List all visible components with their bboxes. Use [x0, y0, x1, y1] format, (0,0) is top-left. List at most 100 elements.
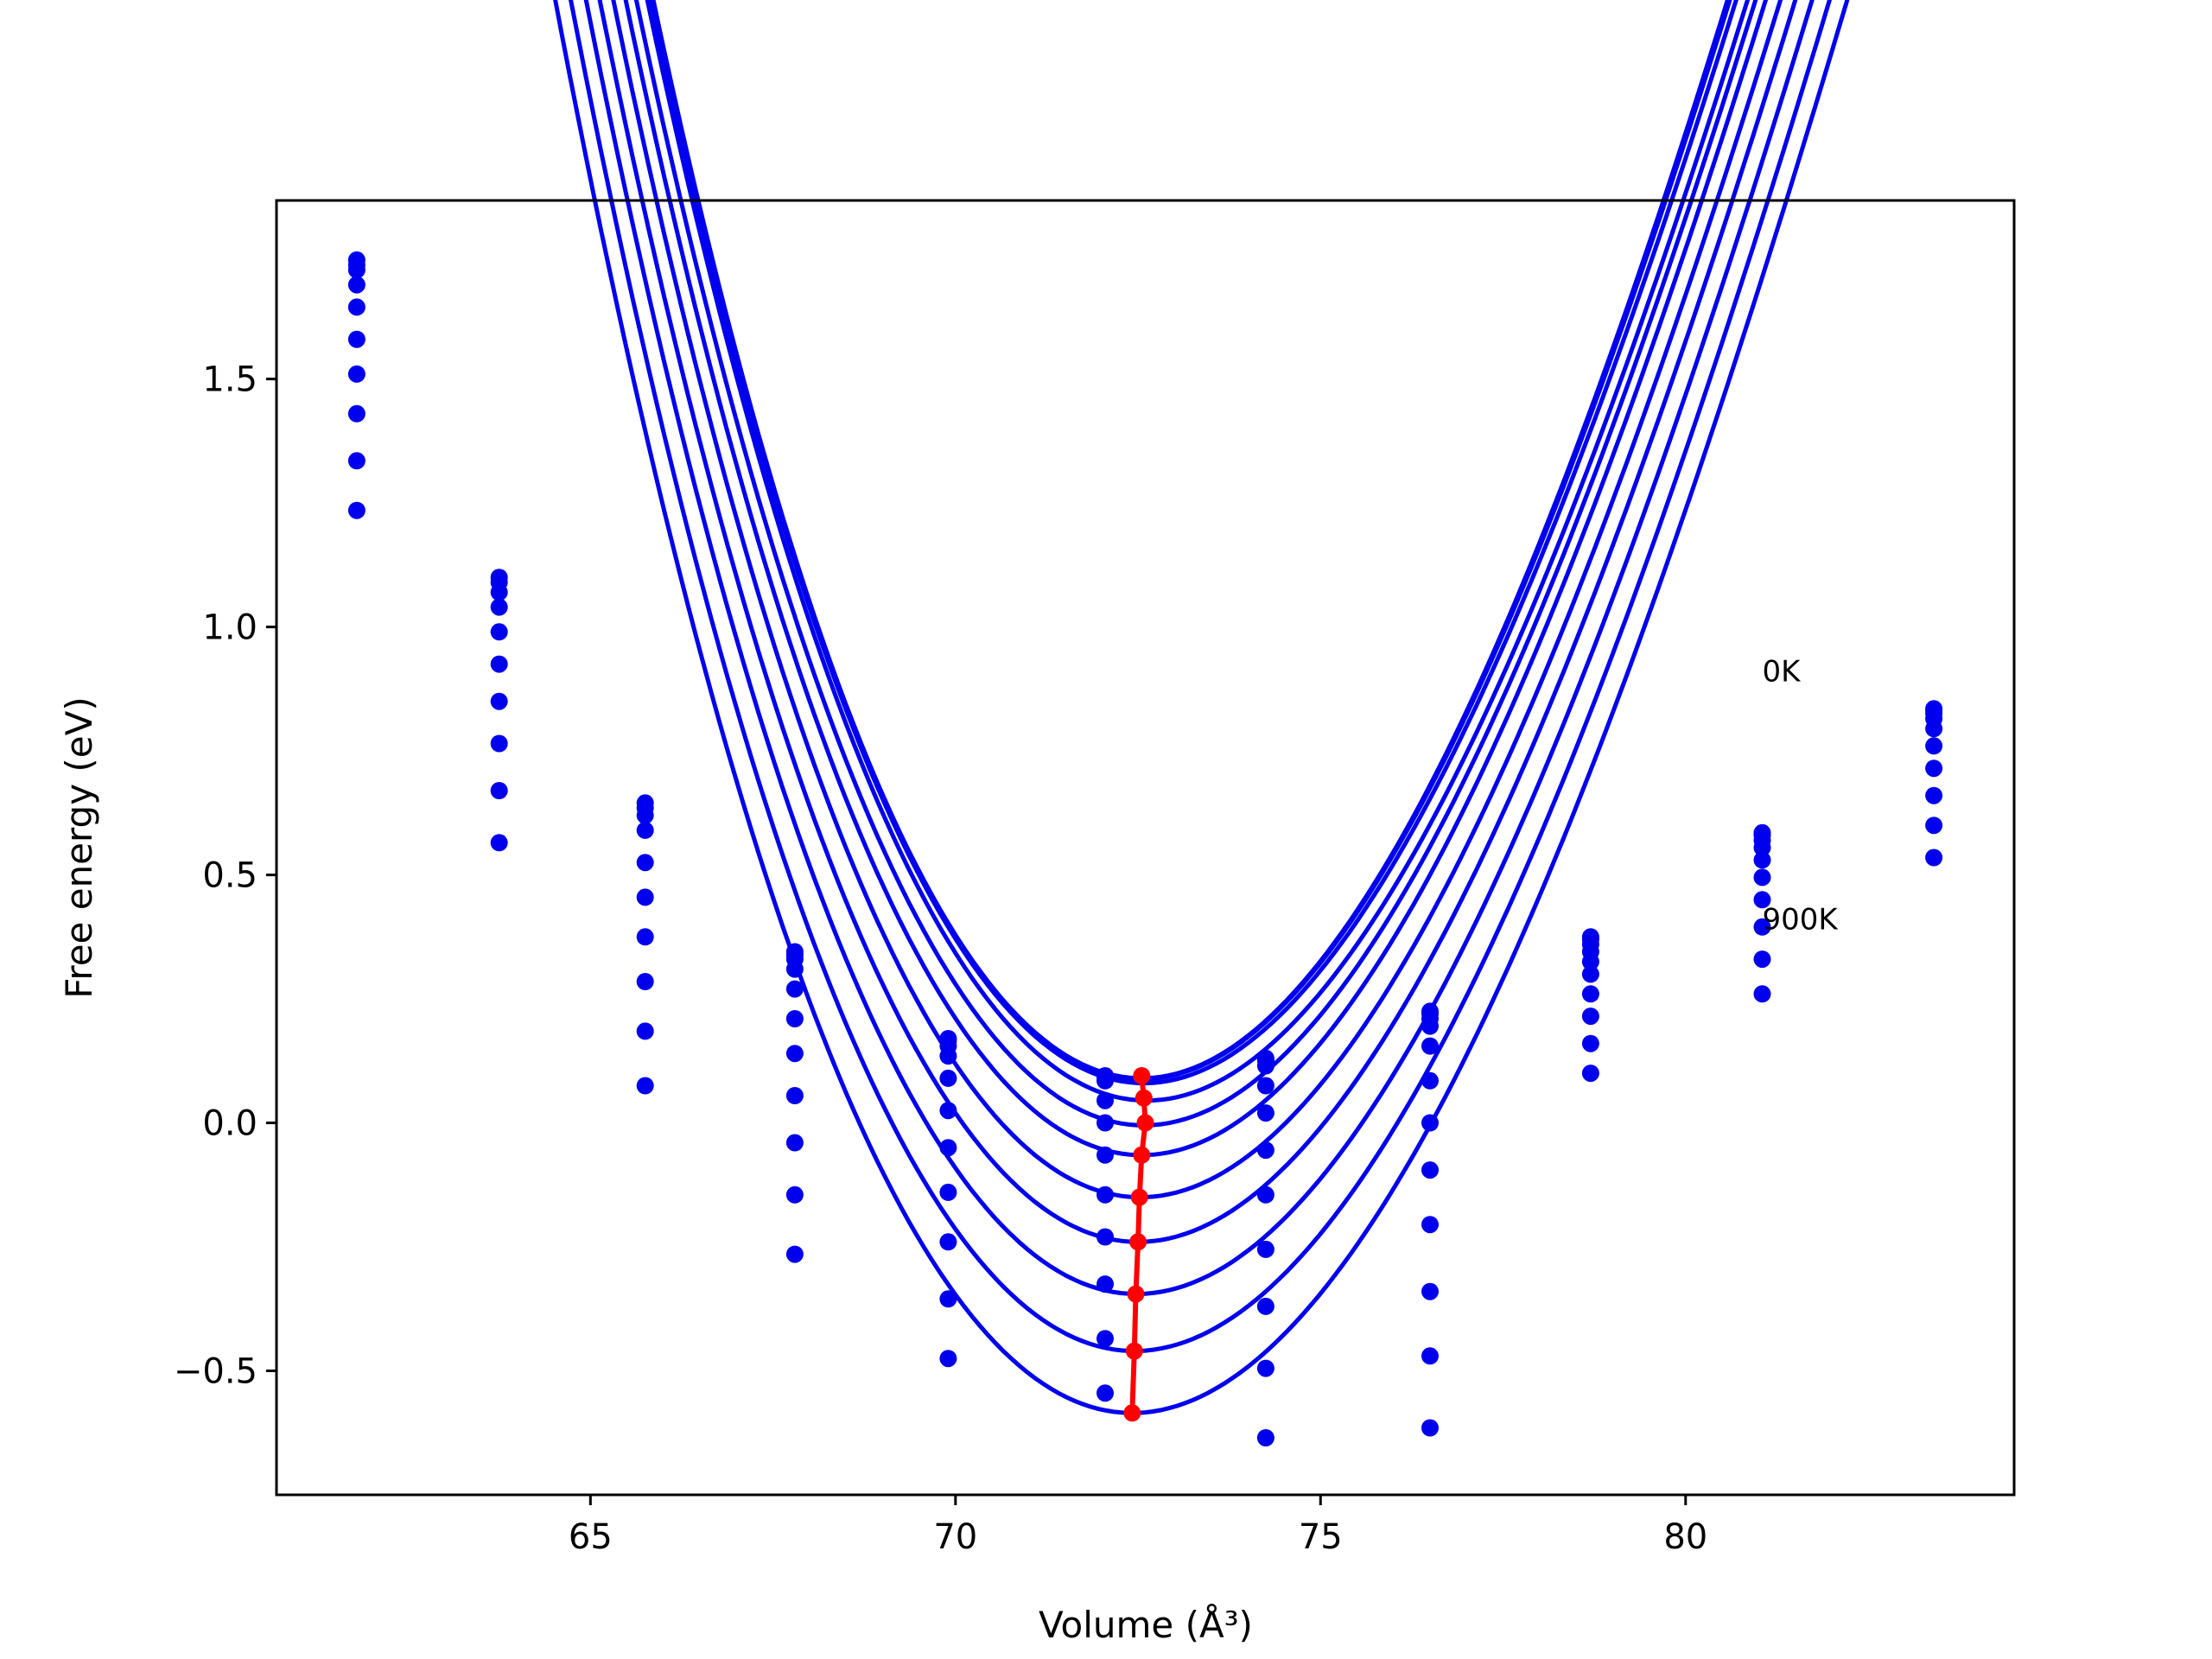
data-point: [636, 928, 654, 946]
minima-point: [1127, 1285, 1145, 1303]
data-point: [1096, 1071, 1114, 1090]
data-point: [1096, 1384, 1114, 1402]
data-point: [1421, 1037, 1439, 1055]
minima-point: [1125, 1342, 1143, 1360]
data-point: [490, 623, 508, 641]
data-point: [490, 692, 508, 710]
data-point: [636, 1077, 654, 1095]
data-point: [1256, 1057, 1274, 1075]
data-point: [347, 452, 365, 470]
data-point: [1096, 1228, 1114, 1246]
data-point: [636, 888, 654, 906]
data-point: [939, 1290, 957, 1308]
data-point: [1581, 1007, 1599, 1026]
data-point: [939, 1139, 957, 1157]
y-tick-label: −0.5: [174, 1352, 257, 1392]
data-point: [347, 404, 365, 423]
data-point: [1421, 1114, 1439, 1132]
data-point: [939, 1102, 957, 1120]
data-point: [347, 276, 365, 294]
minima-point: [1130, 1188, 1148, 1206]
data-point: [490, 655, 508, 673]
data-point: [785, 1087, 804, 1104]
data-point: [1925, 720, 1943, 738]
data-point: [1096, 1275, 1114, 1294]
data-point: [939, 1183, 957, 1201]
minima-point: [1123, 1404, 1141, 1422]
data-point: [1421, 1282, 1439, 1300]
data-point: [1421, 1071, 1439, 1090]
data-point: [636, 806, 654, 824]
data-point: [1256, 1104, 1274, 1122]
data-point: [1581, 953, 1599, 970]
x-tick-label: 80: [1663, 1517, 1707, 1557]
data-point: [939, 1350, 957, 1368]
data-point: [347, 501, 365, 519]
data-point: [1753, 839, 1771, 856]
data-point: [490, 598, 508, 616]
fit-curve-8: [583, 0, 1815, 1297]
data-point: [1925, 760, 1943, 778]
minima-point: [1129, 1233, 1147, 1251]
data-point: [1753, 950, 1771, 969]
y-tick-label: 1.0: [202, 608, 257, 648]
y-axis-label: Free energy (eV): [58, 696, 100, 999]
data-point: [490, 734, 508, 753]
y-tick-label: 1.5: [202, 360, 257, 400]
x-axis-ticks: 65 70 75 80: [569, 1495, 1707, 1557]
data-point: [1753, 918, 1771, 936]
y-tick-label: 0.0: [202, 1104, 257, 1144]
minima-point: [1133, 1067, 1151, 1084]
data-point: [636, 854, 654, 872]
data-point: [636, 821, 654, 839]
data-point: [785, 1185, 804, 1204]
data-point: [1421, 1017, 1439, 1035]
minima-point: [1135, 1089, 1153, 1107]
data-point: [1096, 1091, 1114, 1109]
data-point: [1753, 868, 1771, 887]
data-point: [1753, 891, 1771, 909]
data-point: [1256, 1297, 1274, 1315]
data-point: [636, 973, 654, 990]
data-point: [785, 1010, 804, 1027]
data-point: [490, 834, 508, 852]
annotation-0k: 0K: [1762, 655, 1802, 690]
annotation-900k: 900K: [1762, 903, 1839, 938]
data-point: [347, 330, 365, 348]
data-point: [490, 782, 508, 799]
x-tick-label: 70: [933, 1517, 977, 1557]
data-point: [1256, 1240, 1274, 1258]
data-point: [1925, 737, 1943, 755]
data-point: [1753, 985, 1771, 1003]
axes-frame: [275, 199, 2016, 1497]
data-point: [1256, 1429, 1274, 1446]
data-point: [1925, 849, 1943, 867]
data-point: [785, 1045, 804, 1063]
data-point: [939, 1047, 957, 1065]
data-point: [1096, 1330, 1114, 1348]
minima-point: [1136, 1114, 1154, 1132]
data-point: [490, 583, 508, 601]
data-point: [1256, 1077, 1274, 1095]
data-point: [1421, 1216, 1439, 1234]
data-point: [1925, 786, 1943, 804]
data-point: [1256, 1359, 1274, 1377]
data-point: [636, 1022, 654, 1040]
data-point: [785, 960, 804, 978]
data-point: [1581, 985, 1599, 1003]
data-point: [1421, 1419, 1439, 1437]
data-point: [1581, 1065, 1599, 1083]
data-point: [1421, 1347, 1439, 1365]
data-point: [1753, 851, 1771, 869]
plot-area: [347, 0, 1943, 1446]
data-point: [1256, 1185, 1274, 1204]
fit-curve-9: [569, 0, 1832, 1353]
data-point: [939, 1233, 957, 1251]
data-point: [347, 298, 365, 316]
x-axis-label: Volume (Å³): [1039, 1603, 1253, 1646]
data-point: [347, 261, 365, 279]
data-point: [939, 1069, 957, 1087]
data-point: [1256, 1141, 1274, 1160]
